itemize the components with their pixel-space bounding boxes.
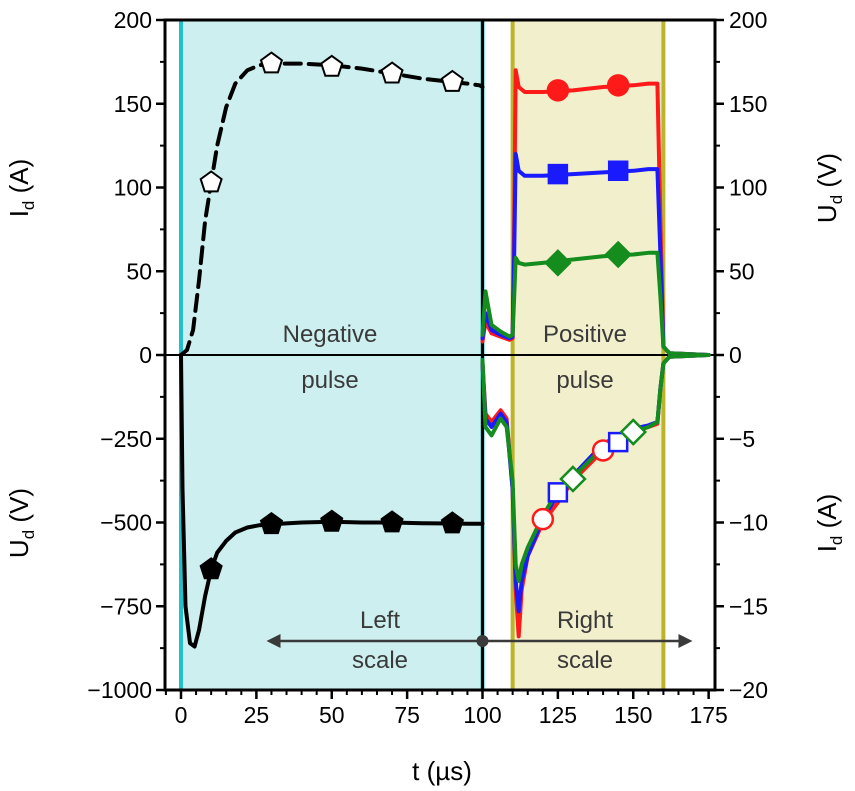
positive-pulse-label-1: Positive <box>543 321 627 348</box>
upper-left-tick-label-0: 0 <box>139 342 152 368</box>
negative-pulse-label-1: Negative <box>283 321 378 348</box>
lower-left-axis-title: Ud (V) <box>4 488 38 558</box>
upper-left-tick-label-1: 50 <box>126 258 152 284</box>
annotation-layer: Negative pulse Positive pulse Left scale… <box>283 321 627 674</box>
right-scale-label-2: scale <box>557 647 613 674</box>
right-scale-arrowhead <box>678 634 693 648</box>
x-axis-title: t (µs) <box>412 756 472 786</box>
upper-right-tick-label-1: 50 <box>729 258 755 284</box>
series-line-4 <box>480 250 711 357</box>
right-scale-label-1: Right <box>557 607 613 634</box>
series-0-marker-0 <box>199 170 223 193</box>
lower-right-axis-title: Id (A) <box>812 494 846 553</box>
series-0-marker-3 <box>380 61 404 84</box>
series-1-marker-3 <box>380 510 404 533</box>
series-3-marker-0 <box>547 163 569 185</box>
lower-left-tick-label-2: −500 <box>100 510 152 536</box>
x-tick-label-1: 25 <box>244 702 270 728</box>
x-tick-label-7: 175 <box>689 702 727 728</box>
upper-left-tick-label-3: 150 <box>114 91 152 117</box>
series-7-marker-0 <box>559 465 587 493</box>
series-7-marker-1 <box>619 418 648 446</box>
upper-right-tick-label-3: 150 <box>729 91 767 117</box>
left-scale-label-1: Left <box>360 607 400 634</box>
lower-right-tick-label-0: −20 <box>729 677 768 703</box>
arrow-layer <box>266 634 693 648</box>
series-3-marker-1 <box>607 160 629 181</box>
series-4-marker-1 <box>604 240 632 269</box>
axis-titles: t (µs) Id (A) Ud (V) Ud (V) Id (A) <box>4 153 846 786</box>
series-6-marker-0 <box>547 482 569 503</box>
positive-pulse-label-2: pulse <box>556 367 613 394</box>
tick-layer: 0 25 50 75 100 125 150 175 0 50 100 150 200 −1000 −750… <box>87 7 768 728</box>
series-line-3 <box>480 152 711 357</box>
series-5-marker-0 <box>531 507 555 531</box>
series-1-marker-0 <box>199 557 223 580</box>
zero-line-layer <box>165 20 715 690</box>
upper-right-axis-title: Ud (V) <box>812 153 846 223</box>
upper-right-tick-label-0: 0 <box>729 342 742 368</box>
series-0-marker-2 <box>320 54 344 77</box>
lower-left-tick-label-0: −1000 <box>87 677 152 703</box>
series-2-marker-0 <box>546 79 570 102</box>
lower-left-tick-label-3: −250 <box>100 426 152 452</box>
lower-right-tick-label-2: −10 <box>729 510 768 536</box>
upper-left-tick-label-4: 200 <box>114 7 152 33</box>
series-1-marker-4 <box>440 511 464 534</box>
series-4-marker-0 <box>544 249 572 277</box>
scale-divider-dot <box>476 635 489 647</box>
x-tick-label-4: 100 <box>463 702 501 728</box>
lower-right-tick-label-3: −5 <box>729 426 755 452</box>
series-1-marker-2 <box>320 509 344 532</box>
marker-layer <box>199 51 648 580</box>
upper-left-tick-label-2: 100 <box>114 175 152 201</box>
series-0-marker-4 <box>440 69 464 92</box>
series-6-marker-1 <box>607 431 629 453</box>
left-scale-arrowhead <box>266 634 281 648</box>
x-tick-label-6: 150 <box>614 702 652 728</box>
x-tick-label-2: 50 <box>319 702 345 728</box>
x-tick-label-0: 0 <box>175 702 188 728</box>
upper-right-tick-label-2: 100 <box>729 175 767 201</box>
x-tick-label-5: 125 <box>539 702 577 728</box>
lower-left-tick-label-1: −750 <box>100 593 152 619</box>
lower-right-tick-label-1: −15 <box>729 593 768 619</box>
series-2-marker-1 <box>606 74 630 97</box>
upper-left-axis-title: Id (A) <box>4 159 38 218</box>
series-0-marker-1 <box>259 51 284 74</box>
left-scale-label-2: scale <box>352 647 408 674</box>
negative-pulse-label-2: pulse <box>301 367 358 394</box>
series-1-marker-1 <box>259 511 284 535</box>
upper-right-tick-label-4: 200 <box>729 7 767 33</box>
series-line-1 <box>179 353 485 649</box>
x-tick-label-3: 75 <box>394 702 420 728</box>
